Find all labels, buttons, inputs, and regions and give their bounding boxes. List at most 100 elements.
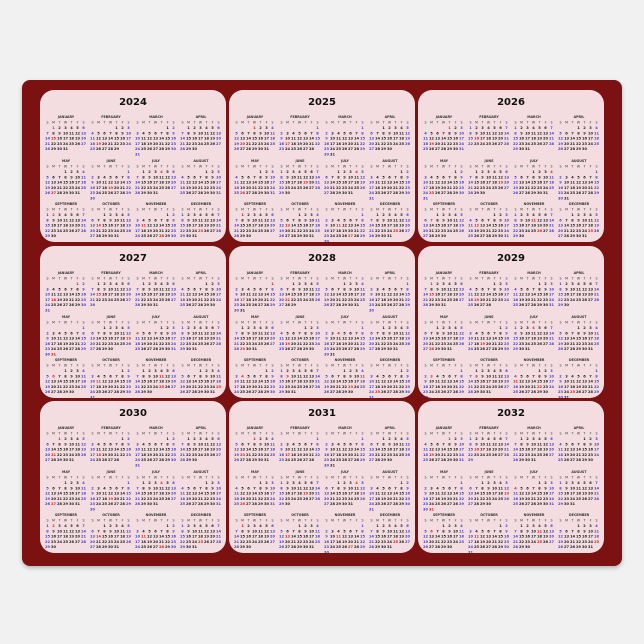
day-number: 4: [58, 331, 61, 335]
day-number: 5: [406, 126, 409, 130]
day-number: 8: [361, 131, 364, 135]
day-number: 10: [270, 486, 276, 490]
day-number: 6: [448, 374, 451, 378]
day-number: 31: [387, 545, 393, 549]
day-number: 1: [58, 437, 61, 441]
day-number: 9: [280, 137, 283, 141]
day-number: 4: [376, 486, 379, 490]
day-number: 21: [216, 535, 222, 539]
weekday-label: W: [154, 476, 158, 480]
weekday-label: T: [292, 277, 295, 281]
day-number: 9: [304, 218, 307, 222]
day-number: 22: [279, 186, 285, 190]
day-number: 21: [564, 229, 570, 233]
day-number: 6: [436, 131, 439, 135]
day-number: 10: [480, 131, 486, 135]
day-number: 25: [234, 502, 240, 506]
weekday-label: T: [205, 165, 208, 169]
day-number: 10: [480, 442, 486, 446]
day-number: 12: [180, 380, 186, 384]
day-number: 5: [565, 442, 568, 446]
day-number: 30: [588, 458, 594, 462]
day-number: 20: [210, 224, 216, 228]
day-number: 23: [285, 385, 291, 389]
weekday-label: T: [193, 519, 196, 523]
weekday-label: S: [370, 432, 372, 436]
day-number: 13: [387, 181, 393, 185]
day-number: 11: [120, 529, 126, 533]
weekday-label: S: [136, 121, 138, 125]
day-number: 23: [57, 142, 63, 146]
day-number: 10: [423, 181, 429, 185]
day-number: 6: [127, 282, 130, 286]
weekday-label: S: [46, 364, 48, 368]
day-number: 1: [382, 126, 385, 130]
day-number: 16: [147, 293, 153, 297]
day-number: 26: [537, 142, 543, 146]
day-number: 2: [211, 170, 214, 174]
day-number: 10: [252, 331, 258, 335]
day-number: 11: [81, 175, 87, 179]
day-number: 2: [70, 170, 73, 174]
weekday-label: M: [187, 208, 190, 212]
day-number: 26: [165, 186, 171, 190]
weekday-label: F: [122, 432, 124, 436]
weekday-label: T: [493, 321, 496, 325]
day-number: 6: [370, 131, 373, 135]
day-number: 4: [52, 287, 55, 291]
day-number: 18: [513, 385, 519, 389]
day-number: 23: [405, 385, 411, 389]
day-number: 1: [316, 437, 319, 441]
day-number: 27: [564, 147, 570, 151]
day-number: 19: [204, 535, 210, 539]
day-number: 15: [468, 448, 474, 452]
day-number: 14: [486, 224, 492, 228]
day-number: 18: [399, 448, 405, 452]
day-number: 22: [492, 298, 498, 302]
day-number: 16: [453, 137, 459, 141]
day-number: 1: [436, 213, 439, 217]
day-number: 13: [324, 492, 330, 496]
weekday-label: M: [241, 208, 244, 212]
day-number: 26: [102, 458, 108, 462]
day-number: 7: [115, 374, 118, 378]
day-number: 23: [387, 342, 393, 346]
day-number: 9: [148, 374, 151, 378]
day-number: 30: [342, 191, 348, 195]
day-number: 3: [136, 218, 139, 222]
day-number: 15: [513, 337, 519, 341]
day-number: 26: [558, 347, 564, 351]
weekday-label: W: [577, 519, 581, 523]
weekday-label: S: [361, 476, 363, 480]
weekday-label: M: [142, 208, 145, 212]
day-number: 11: [114, 287, 120, 291]
day-number: 29: [63, 191, 69, 195]
day-number: 19: [459, 224, 465, 228]
day-number: 23: [81, 298, 87, 302]
day-number: 28: [153, 347, 159, 351]
day-number: 23: [480, 385, 486, 389]
day-number: 9: [310, 331, 313, 335]
day-number: 2: [325, 131, 328, 135]
weekday-label: S: [280, 208, 282, 212]
day-number: 27: [480, 234, 486, 238]
day-number: 10: [75, 175, 81, 179]
day-number: 30: [324, 551, 330, 554]
day-number: 23: [324, 545, 330, 549]
day-number: 22: [180, 540, 186, 544]
weekday-label: W: [64, 519, 68, 523]
weekday-label: M: [142, 432, 145, 436]
day-number: 15: [360, 448, 366, 452]
day-number: 6: [52, 374, 55, 378]
day-number: 13: [285, 224, 291, 228]
day-number: 21: [513, 540, 519, 544]
day-number: 17: [480, 448, 486, 452]
month-name: MARCH: [149, 115, 163, 119]
day-number: 22: [576, 342, 582, 346]
day-number: 4: [514, 486, 517, 490]
day-number: 25: [159, 385, 165, 389]
day-number: 1: [64, 369, 67, 373]
day-number: 20: [393, 298, 399, 302]
